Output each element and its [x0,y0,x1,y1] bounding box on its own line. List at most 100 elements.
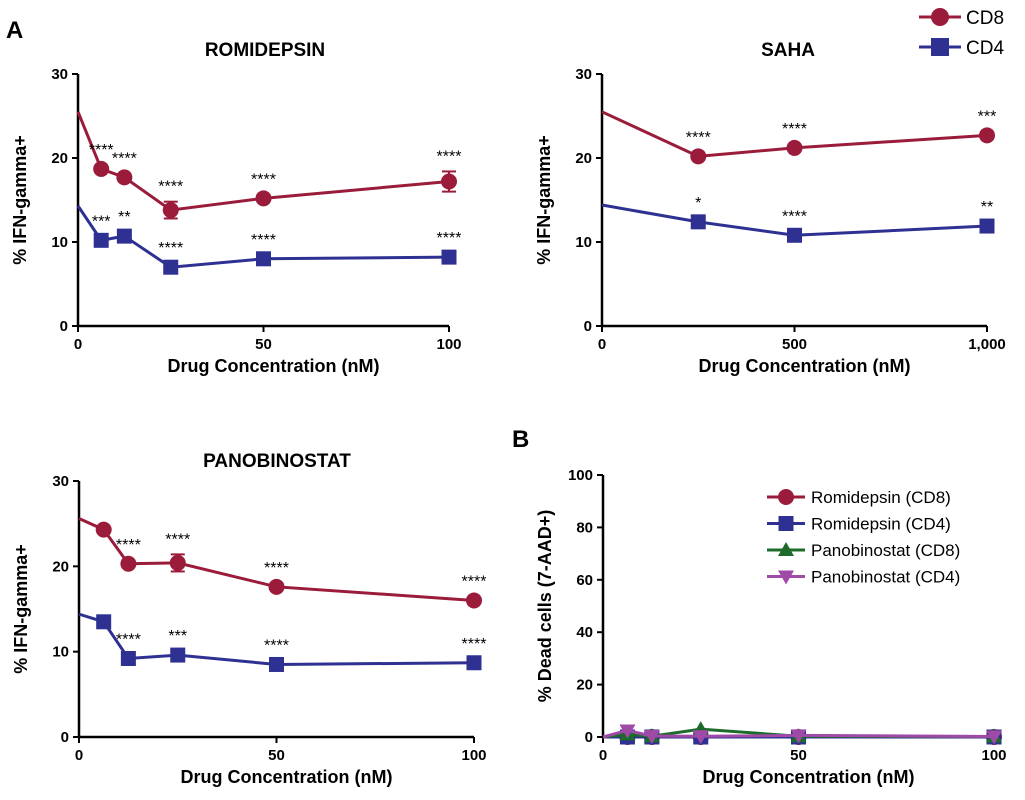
x-axis-label: Drug Concentration (nM) [181,767,393,787]
significance-label: **** [462,573,487,590]
chart-title: PANOBINOSTAT [203,451,351,472]
x-tick-label: 100 [461,747,486,764]
legend-marker [778,516,794,531]
significance-label: **** [116,537,141,554]
data-point [95,521,112,538]
legend-label: Panobinostat (CD4) [811,568,960,587]
saha-chart: SAHA 0 10 20 30 0 500 1,000 Drug Concentration (… [534,40,1006,376]
y-tick-label: 20 [51,150,68,167]
panel-label-a: A [6,17,23,44]
significance-label: **** [437,148,462,165]
significance-label: **** [264,637,289,654]
y-tick-label: 0 [585,729,593,746]
y-tick-label: 0 [60,318,68,335]
data-point [986,730,1002,745]
y-tick-label: 10 [51,234,68,251]
data-point [269,656,284,672]
significance-label: **** [251,232,276,249]
y-tick-label: 80 [576,519,593,536]
data-point [690,148,707,165]
x-tick-label: 0 [75,747,83,764]
x-tick-label: 0 [598,336,606,353]
significance-label: *** [92,213,111,230]
significance-label: **** [251,171,276,188]
data-point [120,555,137,572]
data-point [268,578,285,595]
y-tick-label: 40 [576,624,593,641]
y-tick-label: 60 [576,572,593,589]
data-point [116,169,133,186]
panobinostat-chart: PANOBINOSTAT 0 10 20 30 0 50 100 Drug Concentrat… [11,451,487,787]
significance-label: **** [89,142,114,159]
y-axis-label: % IFN-gamma+ [534,135,554,265]
significance-label: ** [118,209,130,226]
data-point [466,592,482,609]
data-point [979,127,995,144]
y-tick-label: 30 [51,66,68,83]
data-point [96,614,112,630]
y-tick-label: 20 [52,558,69,575]
data-point [643,729,660,744]
x-tick-label: 50 [790,747,807,764]
legend-label: Romidepsin (CD4) [811,515,951,534]
series-line [601,203,988,237]
data-point [93,232,109,248]
y-tick-label: 100 [568,467,593,484]
significance-label: ** [981,199,993,216]
significance-label: **** [158,240,183,257]
significance-label: **** [462,636,487,653]
significance-label: *** [168,628,187,645]
x-tick-label: 100 [981,747,1006,764]
y-tick-label: 0 [584,318,592,335]
legend-label: Panobinostat (CD8) [811,541,960,560]
x-tick-label: 1,000 [968,336,1006,353]
data-point [163,259,179,275]
series-line [602,728,995,739]
y-tick-label: 30 [575,66,592,83]
chart-title: SAHA [761,40,815,61]
significance-label: **** [264,560,289,577]
data-point [619,724,636,739]
data-point [255,190,272,207]
data-point [170,647,186,663]
data-point [120,650,136,666]
x-tick-label: 500 [782,336,807,353]
x-tick-label: 100 [436,336,461,353]
significance-label: **** [116,631,141,648]
chart-title: ROMIDEPSIN [205,40,325,61]
y-tick-label: 10 [52,644,69,661]
x-tick-label: 50 [268,747,285,764]
y-axis-label: % Dead cells (7-AAD+) [535,510,555,703]
y-tick-label: 30 [52,473,69,490]
y-axis-label: % IFN-gamma+ [10,135,30,265]
data-point [256,251,271,267]
legend-cd8-label: CD8 [966,8,1004,29]
x-axis-label: Drug Concentration (nM) [703,767,915,787]
y-tick-label: 10 [575,234,592,251]
x-tick-label: 0 [74,336,82,353]
panel-label-b: B [512,426,529,453]
data-point [466,655,482,671]
dead-cells-chart: 0 20 40 60 80 100 0 50 100 Drug Concentration (nM… [535,467,1007,787]
significance-label: * [695,195,701,212]
x-tick-label: 50 [255,336,272,353]
romidepsin-chart: ROMIDEPSIN 0 10 20 30 0 50 100 Drug Concentratio… [10,40,462,376]
data-point [162,202,179,219]
data-point [787,227,802,243]
series-line [601,110,988,158]
legend-cd4-label: CD4 [966,38,1004,59]
significance-label: **** [686,129,711,146]
data-point [116,228,132,244]
y-tick-label: 20 [575,150,592,167]
data-point [169,554,186,571]
data-point [790,729,807,744]
significance-label: **** [782,121,807,138]
legend-cd8-marker [931,8,949,26]
x-axis-label: Drug Concentration (nM) [699,356,911,376]
significance-label: **** [437,230,462,247]
series-line [76,111,450,212]
data-point [690,214,706,230]
legend-label: Romidepsin (CD8) [811,488,951,507]
significance-label: **** [158,179,183,196]
data-point [93,160,110,177]
